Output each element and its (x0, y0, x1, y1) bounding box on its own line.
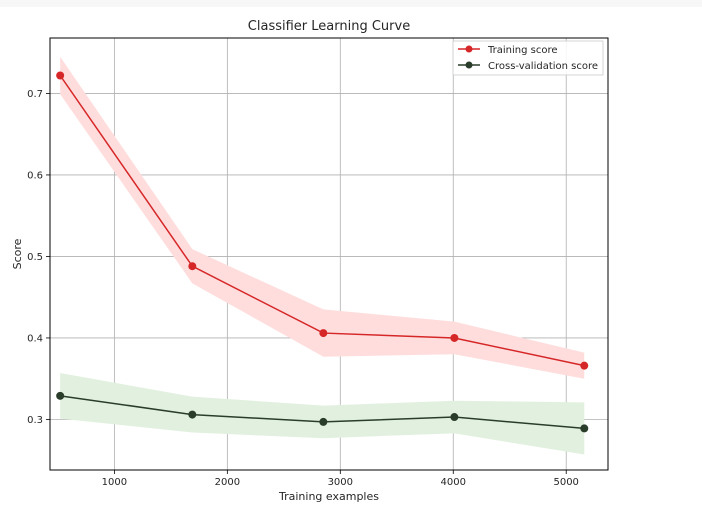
y-tick-label: 0.4 (27, 333, 43, 344)
x-axis-label: Training examples (278, 490, 379, 503)
cross-validation-score-point (450, 413, 459, 422)
training-score-point (56, 71, 65, 80)
legend-label-cross-validation-score: Cross-validation score (488, 61, 598, 72)
x-tick-label: 3000 (328, 477, 353, 488)
legend-box (452, 40, 604, 76)
legend-label-training-score: Training score (487, 45, 558, 56)
confidence-bands (60, 56, 585, 455)
series-lines (59, 75, 585, 430)
x-axis-ticks: 1000 2000 3000 4000 5000 (102, 470, 579, 488)
cross-validation-score-point (188, 410, 197, 419)
legend: Training score Cross-validation score (452, 40, 604, 76)
x-tick-label: 2000 (215, 477, 240, 488)
x-tick-label: 1000 (102, 477, 127, 488)
plot-frame (49, 37, 609, 471)
training-score-band (60, 56, 585, 379)
cross-validation-score-point (580, 424, 589, 433)
cross-validation-score-band (60, 373, 585, 455)
y-axis-label: Score (11, 238, 24, 269)
x-tick-label: 4000 (441, 477, 466, 488)
x-tick-label: 5000 (553, 477, 578, 488)
training-score-point (450, 333, 459, 342)
cross-validation-score-point (319, 417, 328, 426)
window-top-strip (0, 0, 702, 7)
training-score-point (319, 329, 328, 338)
y-axis-ticks: 0.3 0.4 0.5 0.6 0.7 (27, 89, 50, 426)
y-tick-label: 0.5 (27, 252, 43, 263)
training-score-point (580, 361, 589, 370)
legend-marker-training-score (465, 45, 473, 53)
y-tick-label: 0.6 (27, 170, 43, 181)
chart-title: Classifier Learning Curve (248, 19, 410, 34)
legend-marker-cross-validation-score (465, 61, 473, 69)
y-tick-label: 0.7 (27, 89, 43, 100)
training-score-point (188, 262, 197, 271)
y-tick-label: 0.3 (27, 415, 43, 426)
cross-validation-score-point (56, 391, 65, 400)
series-points (56, 71, 589, 433)
